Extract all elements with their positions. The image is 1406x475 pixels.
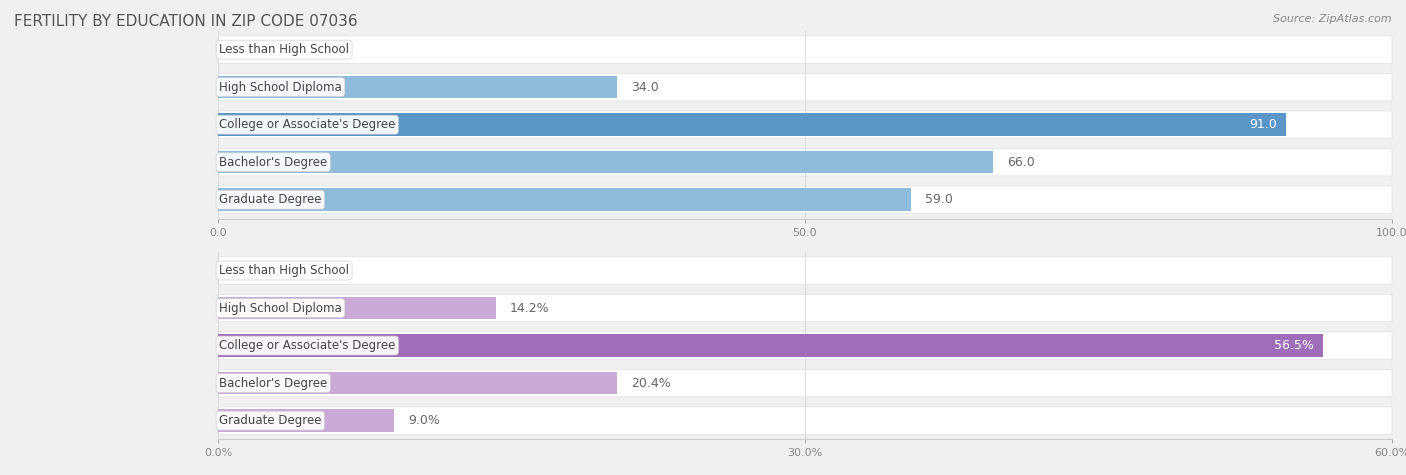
Text: High School Diploma: High School Diploma [219, 302, 342, 314]
FancyBboxPatch shape [218, 332, 1392, 359]
Text: Bachelor's Degree: Bachelor's Degree [219, 377, 328, 389]
Text: 0.0%: 0.0% [232, 264, 264, 277]
FancyBboxPatch shape [218, 294, 1392, 322]
Text: Graduate Degree: Graduate Degree [219, 193, 322, 206]
Text: 91.0: 91.0 [1249, 118, 1277, 131]
FancyBboxPatch shape [218, 111, 1392, 138]
Text: College or Associate's Degree: College or Associate's Degree [219, 118, 395, 131]
Text: 59.0: 59.0 [925, 193, 952, 206]
Text: Less than High School: Less than High School [219, 43, 349, 56]
FancyBboxPatch shape [218, 149, 1392, 176]
Bar [218, 114, 1286, 136]
Bar [218, 151, 993, 173]
FancyBboxPatch shape [218, 407, 1392, 434]
Text: 34.0: 34.0 [631, 81, 659, 94]
FancyBboxPatch shape [218, 186, 1392, 213]
Text: 14.2%: 14.2% [510, 302, 550, 314]
FancyBboxPatch shape [218, 257, 1392, 284]
Text: 66.0: 66.0 [1007, 156, 1035, 169]
Text: 0.0: 0.0 [232, 43, 252, 56]
Bar [218, 297, 496, 319]
Text: 20.4%: 20.4% [631, 377, 671, 389]
Text: High School Diploma: High School Diploma [219, 81, 342, 94]
Text: Less than High School: Less than High School [219, 264, 349, 277]
Bar [218, 409, 394, 432]
Text: Graduate Degree: Graduate Degree [219, 414, 322, 427]
Text: Bachelor's Degree: Bachelor's Degree [219, 156, 328, 169]
Text: Source: ZipAtlas.com: Source: ZipAtlas.com [1274, 14, 1392, 24]
Text: 9.0%: 9.0% [408, 414, 440, 427]
Text: College or Associate's Degree: College or Associate's Degree [219, 339, 395, 352]
Bar [218, 189, 911, 211]
FancyBboxPatch shape [218, 36, 1392, 63]
Text: 56.5%: 56.5% [1274, 339, 1315, 352]
Bar [218, 372, 617, 394]
FancyBboxPatch shape [218, 74, 1392, 101]
Bar [218, 76, 617, 98]
Text: FERTILITY BY EDUCATION IN ZIP CODE 07036: FERTILITY BY EDUCATION IN ZIP CODE 07036 [14, 14, 357, 29]
FancyBboxPatch shape [218, 370, 1392, 397]
Bar [218, 334, 1323, 357]
